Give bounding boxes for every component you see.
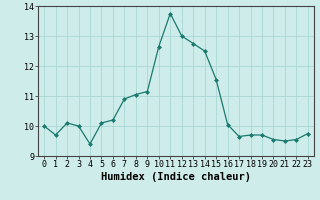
- X-axis label: Humidex (Indice chaleur): Humidex (Indice chaleur): [101, 172, 251, 182]
